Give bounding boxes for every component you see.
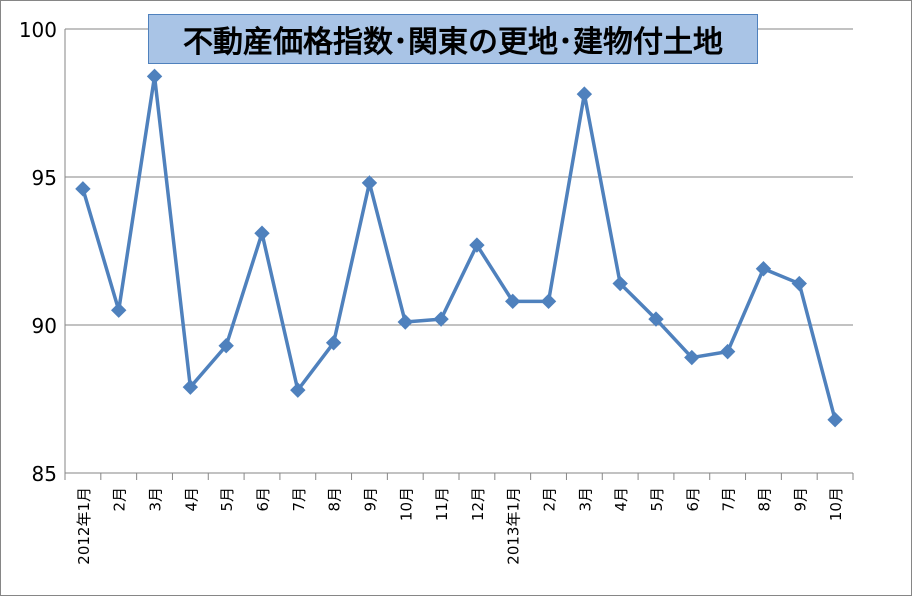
data-point-marker: [540, 293, 557, 310]
x-tick-label: 2012年1月: [75, 487, 93, 565]
data-point-marker: [397, 314, 413, 330]
data-point-marker: [684, 349, 700, 366]
x-tick-label: 2013年1月: [505, 487, 523, 565]
data-point-marker: [182, 379, 199, 395]
y-tick-label: 85: [32, 462, 57, 486]
series-line: [81, 74, 837, 421]
data-point-marker: [827, 412, 843, 428]
x-tick-label: 10月: [397, 487, 415, 521]
data-point-marker: [254, 225, 270, 241]
x-tick-label: 5月: [218, 487, 236, 512]
x-tick-label: 10月: [827, 487, 845, 521]
chart-title: 不動産価格指数･関東の更地･建物付土地: [148, 14, 758, 64]
data-point-marker: [75, 181, 91, 197]
data-point-marker: [146, 68, 163, 85]
x-tick-label: 2月: [541, 487, 559, 512]
x-tick-label: 3月: [147, 487, 165, 512]
data-point-marker: [111, 302, 127, 318]
x-tick-label: 9月: [791, 487, 809, 512]
data-point-marker: [433, 311, 449, 327]
data-point-marker: [791, 275, 807, 292]
x-tick-label: 6月: [254, 487, 272, 512]
x-tick-label: 4月: [612, 487, 630, 512]
x-tick-label: 7月: [290, 487, 308, 512]
x-tick-label: 4月: [182, 487, 200, 512]
x-tick-label: 6月: [684, 487, 702, 512]
data-point-marker: [576, 86, 593, 102]
data-point-marker: [325, 335, 342, 351]
x-tick-label: 2月: [111, 487, 129, 512]
x-tick-label: 5月: [648, 487, 666, 512]
data-point-marker: [469, 237, 485, 253]
y-tick-label: 90: [32, 314, 57, 338]
data-point-marker: [218, 338, 234, 354]
data-point-marker: [755, 261, 772, 277]
x-tick-label: 7月: [720, 487, 738, 512]
data-point-marker: [505, 293, 521, 310]
x-tick-label: 11月: [433, 487, 451, 521]
x-tick-label: 8月: [755, 487, 773, 512]
x-tick-label: 8月: [326, 487, 344, 512]
y-tick-label: 95: [32, 166, 57, 190]
x-tick-label: 12月: [469, 487, 487, 521]
data-point-marker: [612, 275, 628, 292]
data-point-marker: [719, 343, 736, 360]
data-point-marker: [361, 175, 378, 191]
x-tick-label: 9月: [361, 487, 379, 512]
data-point-marker: [290, 382, 306, 398]
x-tick-label: 3月: [576, 487, 594, 512]
data-point-marker: [648, 311, 664, 327]
y-tick-label: 100: [19, 18, 57, 42]
